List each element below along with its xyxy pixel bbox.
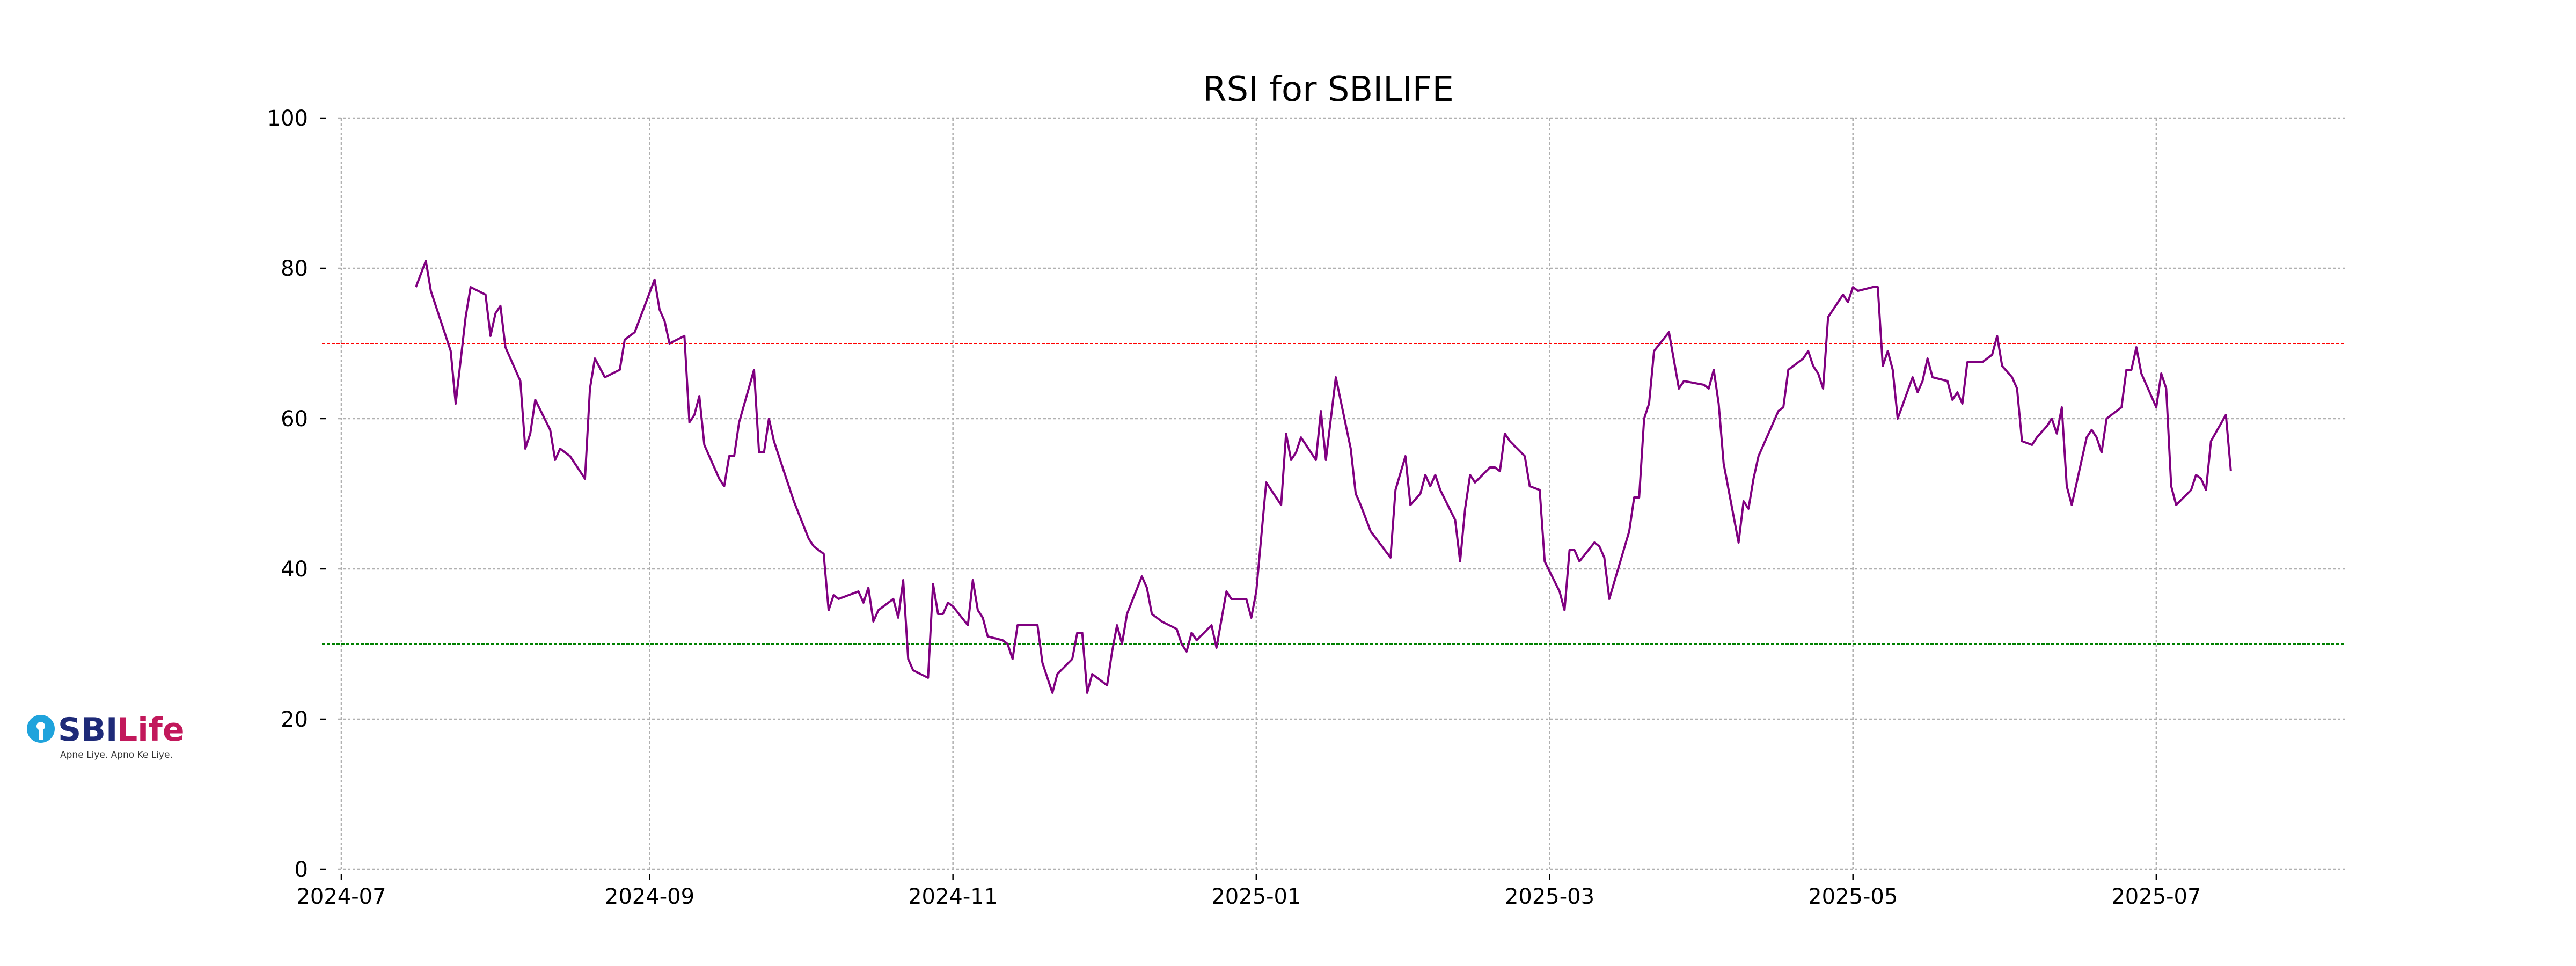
logo-tagline: Apne Liye. Apno Ke Liye.: [60, 750, 173, 760]
logo-sbi-text: SBI: [58, 711, 118, 749]
chart-title: RSI for SBILIFE: [1203, 70, 1454, 109]
x-tick-label: 2025-01: [1211, 884, 1301, 909]
sbi-life-logo: SBI Life Apne Liye. Apno Ke Liye.: [27, 711, 185, 760]
y-tick-label: 100: [267, 106, 308, 131]
sbi-emblem-icon: [27, 715, 55, 743]
x-tick-label: 2025-05: [1808, 884, 1898, 909]
grid-lines: [338, 117, 2345, 870]
x-tick-label: 2025-07: [2111, 884, 2201, 909]
y-tick-label: 0: [295, 858, 308, 882]
logo-life-text: Life: [117, 711, 185, 749]
y-tick-label: 80: [281, 257, 308, 281]
axes: 0 20 40 60 80 100 2024-07 2024-09 2024-11 2025-01…: [267, 106, 2201, 909]
y-tick-label: 20: [281, 707, 308, 732]
x-tick-label: 2025-03: [1505, 884, 1594, 909]
y-tick-label: 60: [281, 407, 308, 431]
rsi-series: [415, 260, 2232, 694]
reference-lines: [322, 343, 2345, 645]
y-tick-label: 40: [281, 557, 308, 582]
rsi-line: [415, 260, 2232, 694]
x-tick-label: 2024-07: [296, 884, 386, 909]
x-tick-label: 2024-09: [605, 884, 694, 909]
x-tick-label: 2024-11: [908, 884, 998, 909]
